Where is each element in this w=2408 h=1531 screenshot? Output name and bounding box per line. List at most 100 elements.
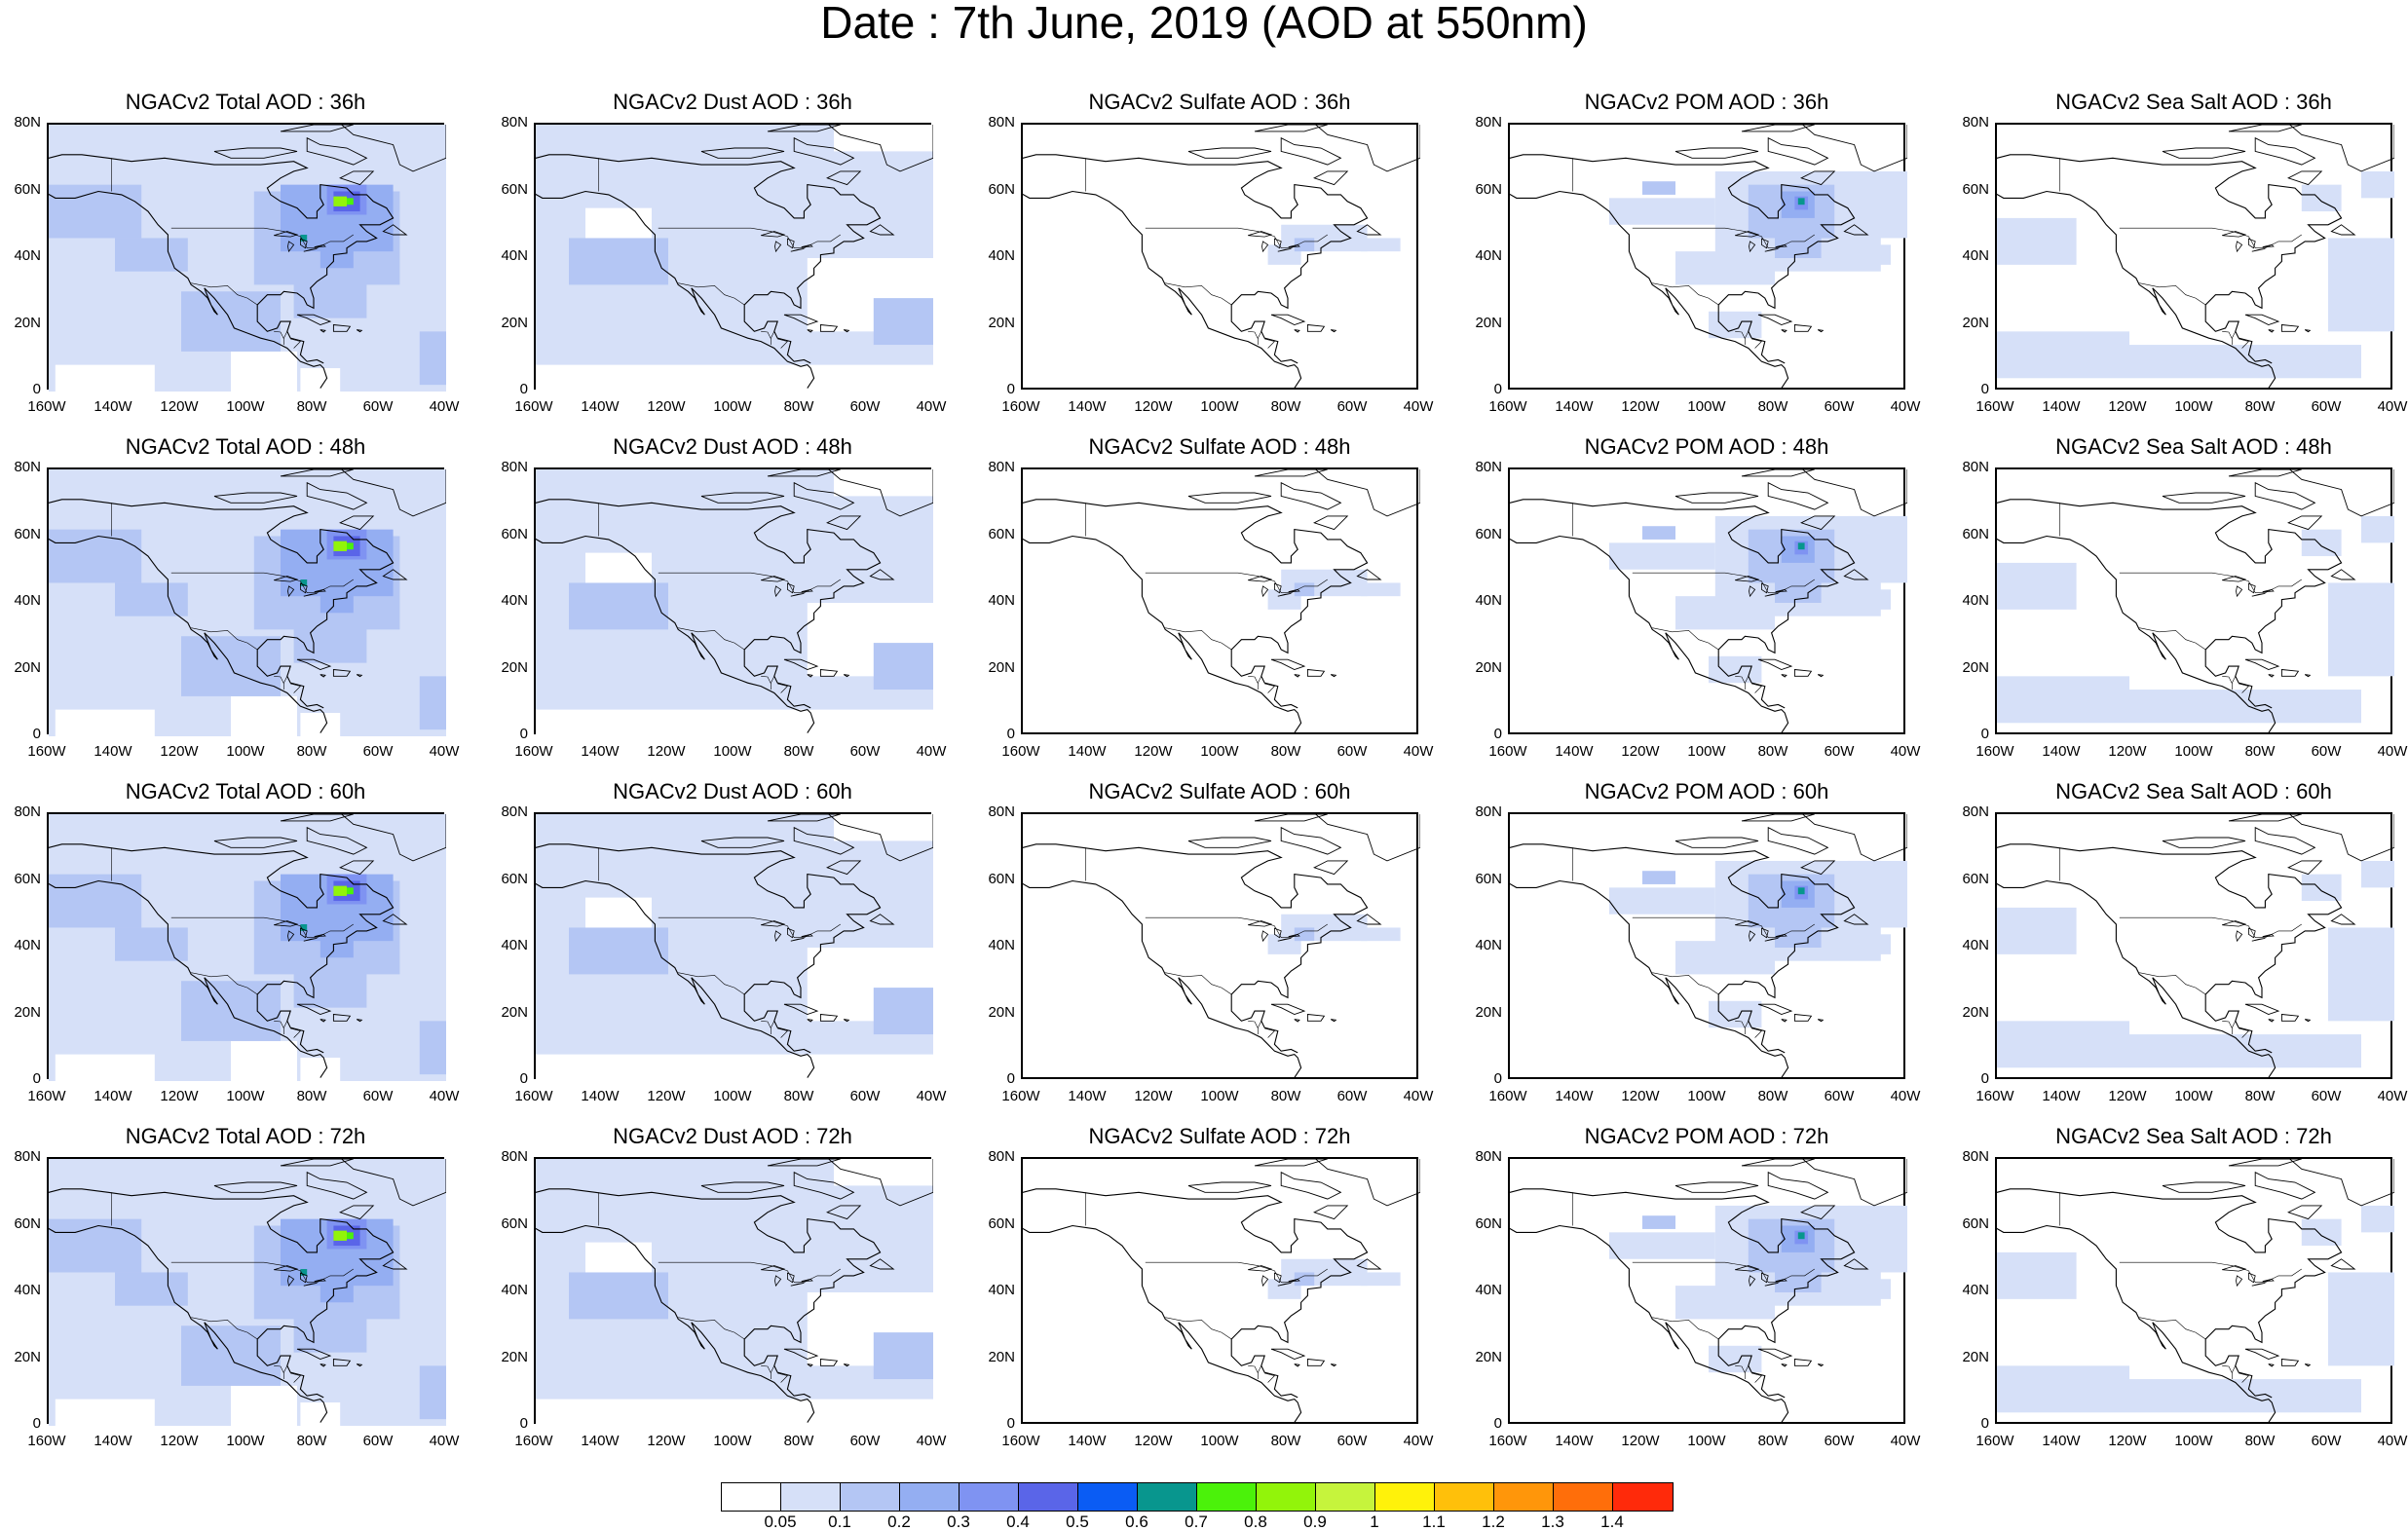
y-tick-label: 60N — [988, 870, 1015, 887]
y-tick-label: 20N — [1962, 314, 1989, 331]
island-outline — [2288, 1159, 2394, 1207]
island-outline — [1187, 1181, 1272, 1193]
country-border — [1145, 227, 1328, 248]
island-outline — [767, 125, 841, 132]
x-tick-label: 80W — [1270, 1433, 1301, 1449]
aod-shaded-region — [2301, 874, 2342, 902]
island-outline — [332, 324, 352, 332]
aod-map — [1510, 1159, 1907, 1423]
aod-map — [1997, 469, 2394, 733]
y-tick-label: 20N — [988, 658, 1015, 676]
x-tick-label: 160W — [1488, 1088, 1527, 1104]
x-tick-label: 60W — [849, 1088, 881, 1104]
island-outline — [1254, 814, 1328, 822]
island-outline — [1817, 329, 1825, 333]
x-tick-label: 40W — [429, 743, 460, 760]
y-tick-label: 60N — [1475, 1214, 1502, 1232]
map-panel-dust — [534, 812, 933, 1081]
x-tick-label: 80W — [783, 1088, 814, 1104]
lake-outline — [303, 593, 318, 597]
aod-shaded-region — [1847, 170, 1907, 239]
aod-map — [536, 469, 933, 736]
island-outline — [2244, 314, 2280, 325]
lake-outline — [2247, 238, 2256, 249]
panel-title: NGACv2 POM AOD : 48h — [1584, 434, 1829, 459]
x-tick-label: 160W — [514, 743, 553, 760]
lake-outline — [2251, 593, 2266, 597]
x-tick-label: 40W — [916, 743, 947, 760]
country-border — [2239, 683, 2249, 693]
island-outline — [819, 1359, 839, 1366]
island-outline — [700, 1181, 785, 1193]
aod-shaded-region — [333, 196, 347, 206]
coastline — [49, 1224, 328, 1423]
island-outline — [2330, 1258, 2356, 1270]
y-tick-label: 40N — [14, 937, 41, 953]
island-outline — [1817, 1019, 1825, 1023]
y-tick-label: 80N — [988, 803, 1015, 820]
aod-shaded-region — [1997, 562, 2077, 610]
country-border — [1751, 683, 1762, 693]
island-outline — [827, 469, 933, 517]
aod-shaded-region — [569, 927, 668, 975]
x-tick-label: 60W — [1336, 743, 1368, 760]
island-outline — [320, 329, 326, 333]
map-panel-pom — [1508, 467, 1907, 734]
x-tick-label: 120W — [160, 1088, 199, 1104]
x-tick-label: 60W — [2311, 1088, 2342, 1104]
island-outline — [2304, 1363, 2312, 1367]
lake-outline — [1764, 1283, 1779, 1287]
x-tick-label: 140W — [1068, 743, 1107, 760]
aod-shaded-region — [1847, 1205, 1907, 1273]
island-outline — [2228, 469, 2302, 477]
island-outline — [2330, 914, 2356, 925]
y-tick-label: 80N — [14, 459, 41, 475]
map-panel-sulfate — [1021, 467, 1420, 734]
island-outline — [1674, 837, 1759, 848]
aod-shaded-region — [2301, 184, 2342, 212]
aod-shaded-region — [293, 948, 367, 1008]
lake-outline — [1248, 576, 1273, 582]
aod-map — [1023, 814, 1420, 1078]
aod-shaded-region — [536, 709, 933, 736]
island-outline — [2244, 1348, 2280, 1360]
island-outline — [700, 147, 785, 159]
lake-outline — [2222, 920, 2247, 927]
country-border — [274, 1365, 284, 1374]
aod-shaded-region — [834, 1159, 933, 1186]
x-tick-label: 120W — [647, 398, 686, 415]
island-outline — [1801, 125, 1907, 172]
island-outline — [1306, 324, 1326, 332]
x-tick-label: 40W — [1403, 1088, 1434, 1104]
aod-shaded-region — [1675, 251, 1775, 285]
island-outline — [767, 814, 841, 822]
y-tick-label: 20N — [1962, 1348, 1989, 1365]
lake-outline — [2247, 582, 2256, 594]
x-tick-label: 160W — [1001, 1433, 1040, 1449]
island-outline — [2280, 1014, 2300, 1022]
x-tick-label: 120W — [1134, 743, 1173, 760]
lake-outline — [790, 938, 805, 942]
lake-outline — [774, 930, 782, 943]
y-tick-label: 40N — [988, 1282, 1015, 1298]
y-tick-label: 80N — [988, 459, 1015, 475]
y-tick-label: 0 — [1006, 381, 1015, 397]
y-tick-label: 60N — [1962, 180, 1989, 198]
colorbar-swatch — [1019, 1483, 1078, 1511]
y-tick-label: 60N — [988, 180, 1015, 198]
x-tick-label: 80W — [783, 1433, 814, 1449]
aod-shaded-region — [231, 1385, 297, 1426]
x-tick-label: 80W — [1270, 1088, 1301, 1104]
panel-title: NGACv2 Total AOD : 60h — [125, 779, 366, 803]
aod-shaded-region — [1709, 311, 1762, 339]
island-outline — [1330, 329, 1337, 333]
x-tick-label: 120W — [160, 398, 199, 415]
lake-outline — [1248, 1265, 1273, 1272]
coastline — [1510, 879, 1789, 1078]
aod-shaded-region — [2328, 1272, 2394, 1366]
x-tick-label: 100W — [1687, 743, 1726, 760]
x-tick-label: 60W — [1824, 398, 1855, 415]
y-tick-label: 20N — [1962, 658, 1989, 676]
island-outline — [332, 1014, 352, 1022]
lake-outline — [299, 927, 308, 939]
